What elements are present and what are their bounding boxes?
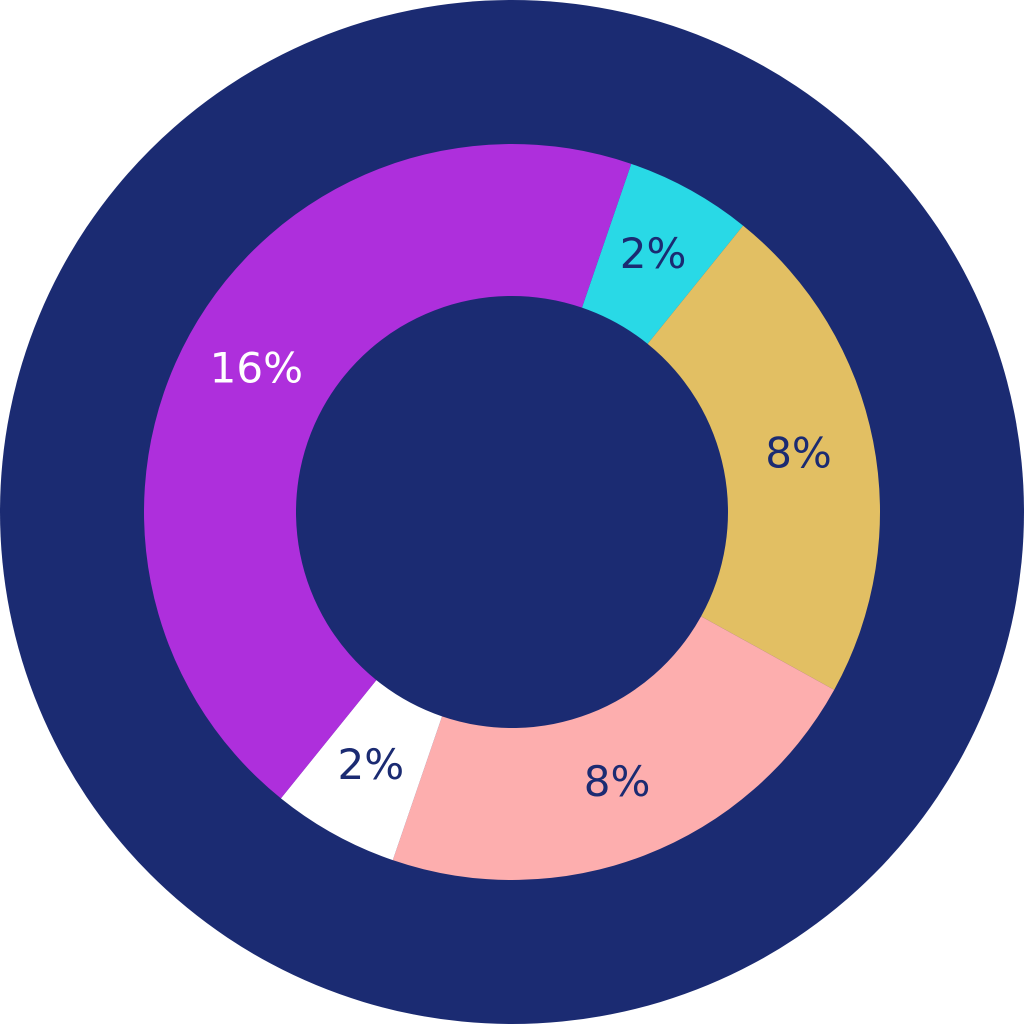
donut-segment xyxy=(392,616,835,881)
value-label: 2% xyxy=(338,740,405,789)
value-label: 2% xyxy=(620,229,687,278)
donut-segment xyxy=(581,163,744,344)
value-label: 16% xyxy=(210,343,303,392)
donut-segment xyxy=(144,143,632,799)
value-label: 8% xyxy=(765,428,832,477)
donut-segment xyxy=(647,225,880,690)
value-label: 8% xyxy=(584,757,651,806)
donut-segment xyxy=(280,680,443,861)
